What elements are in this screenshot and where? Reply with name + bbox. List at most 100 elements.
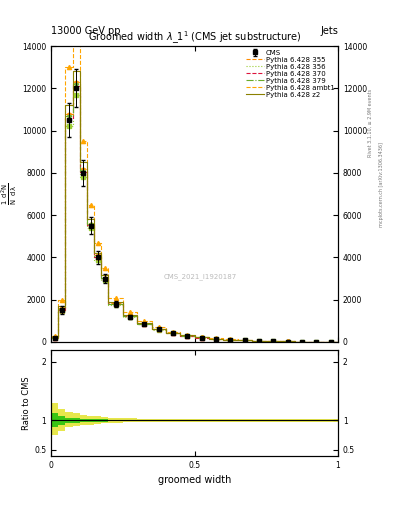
Pythia 6.428 356 (106, 276, 111, 283)
Pythia 6.428 355 (84, 221, 89, 227)
Pythia 6.428 379 (221, 336, 226, 342)
Pythia 6.428 356 (56, 308, 61, 314)
Pythia 6.428 370 (106, 301, 111, 307)
Pythia 6.428 ambt1 (207, 334, 211, 340)
Pythia 6.428 ambt1 (63, 296, 68, 303)
Pythia 6.428 355 (250, 338, 254, 344)
Pythia 6.428 370 (336, 339, 340, 345)
Pythia 6.428 355 (278, 338, 283, 344)
Pythia 6.428 370 (135, 313, 140, 319)
Line: Pythia 6.428 ambt1: Pythia 6.428 ambt1 (51, 35, 338, 342)
Pythia 6.428 z2 (63, 102, 68, 109)
Pythia 6.428 z2 (70, 102, 75, 109)
Pythia 6.428 355 (163, 326, 168, 332)
Pythia 6.428 356 (77, 174, 82, 180)
Pythia 6.428 355 (77, 165, 82, 172)
Pythia 6.428 z2 (135, 320, 140, 326)
Pythia 6.428 355 (106, 274, 111, 281)
Pythia 6.428 379 (77, 168, 82, 174)
Pythia 6.428 370 (92, 222, 97, 228)
Pythia 6.428 ambt1 (278, 338, 283, 345)
Pythia 6.428 ambt1 (264, 338, 269, 344)
Pythia 6.428 z2 (99, 272, 104, 279)
Pythia 6.428 355 (63, 111, 68, 117)
Pythia 6.428 ambt1 (278, 338, 283, 344)
Pythia 6.428 355 (149, 326, 154, 332)
Pythia 6.428 379 (56, 306, 61, 312)
Pythia 6.428 370 (120, 313, 125, 319)
Pythia 6.428 370 (63, 307, 68, 313)
Pythia 6.428 356 (135, 314, 140, 320)
Pythia 6.428 355 (178, 332, 183, 338)
Pythia 6.428 ambt1 (70, 32, 75, 38)
Pythia 6.428 379 (178, 332, 183, 338)
Pythia 6.428 379 (321, 339, 326, 345)
Pythia 6.428 z2 (321, 339, 326, 345)
Pythia 6.428 370 (235, 337, 240, 344)
Pythia 6.428 379 (307, 339, 312, 345)
Pythia 6.428 356 (250, 338, 254, 344)
Pythia 6.428 356 (321, 339, 326, 345)
Pythia 6.428 355 (77, 79, 82, 85)
Pythia 6.428 z2 (149, 326, 154, 332)
Pythia 6.428 ambt1 (99, 240, 104, 246)
Pythia 6.428 370 (192, 332, 197, 338)
Pythia 6.428 ambt1 (192, 334, 197, 340)
Pythia 6.428 z2 (149, 320, 154, 326)
Pythia 6.428 370 (106, 275, 111, 282)
Pythia 6.428 355 (321, 339, 326, 345)
Pythia 6.428 ambt1 (149, 318, 154, 324)
Pythia 6.428 ambt1 (250, 337, 254, 343)
Pythia 6.428 z2 (235, 337, 240, 344)
Pythia 6.428 356 (49, 335, 53, 341)
Text: mcplots.cern.ch [arXiv:1306.3436]: mcplots.cern.ch [arXiv:1306.3436] (379, 142, 384, 227)
Pythia 6.428 370 (56, 334, 61, 340)
Pythia 6.428 370 (163, 330, 168, 336)
Pythia 6.428 ambt1 (235, 337, 240, 343)
Pythia 6.428 379 (106, 301, 111, 307)
Legend: CMS, Pythia 6.428 355, Pythia 6.428 356, Pythia 6.428 370, Pythia 6.428 379, Pyt: CMS, Pythia 6.428 355, Pythia 6.428 356,… (245, 48, 336, 99)
Pythia 6.428 379 (192, 334, 197, 340)
Pythia 6.428 356 (149, 327, 154, 333)
Pythia 6.428 355 (192, 334, 197, 340)
Pythia 6.428 355 (221, 336, 226, 342)
Pythia 6.428 z2 (84, 159, 89, 165)
Pythia 6.428 ambt1 (56, 296, 61, 303)
Pythia 6.428 z2 (278, 338, 283, 345)
Pythia 6.428 379 (321, 339, 326, 345)
Text: Rivet 3.1.10, ≥ 2.9M events: Rivet 3.1.10, ≥ 2.9M events (367, 89, 373, 157)
Pythia 6.428 356 (221, 336, 226, 342)
Pythia 6.428 370 (120, 301, 125, 307)
Pythia 6.428 355 (70, 79, 75, 85)
Pythia 6.428 379 (278, 338, 283, 345)
Pythia 6.428 z2 (70, 69, 75, 75)
Pythia 6.428 ambt1 (70, 64, 75, 70)
Text: CMS_2021_I1920187: CMS_2021_I1920187 (163, 273, 237, 280)
Pythia 6.428 379 (250, 338, 254, 344)
Pythia 6.428 370 (70, 83, 75, 89)
Pythia 6.428 379 (92, 221, 97, 227)
Pythia 6.428 356 (307, 339, 312, 345)
Pythia 6.428 z2 (292, 338, 298, 345)
Pythia 6.428 370 (264, 338, 269, 344)
Pythia 6.428 ambt1 (307, 338, 312, 345)
Pythia 6.428 379 (149, 321, 154, 327)
Pythia 6.428 379 (120, 313, 125, 319)
Pythia 6.428 379 (106, 275, 111, 281)
Pythia 6.428 z2 (264, 338, 269, 344)
X-axis label: groomed width: groomed width (158, 475, 231, 485)
Title: Groomed width $\lambda\_1^1$ (CMS jet substructure): Groomed width $\lambda\_1^1$ (CMS jet su… (88, 30, 301, 46)
Pythia 6.428 356 (70, 92, 75, 98)
Pythia 6.428 356 (250, 337, 254, 344)
Pythia 6.428 370 (49, 334, 53, 340)
Pythia 6.428 370 (292, 338, 298, 345)
Pythia 6.428 z2 (99, 250, 104, 257)
Pythia 6.428 ambt1 (106, 294, 111, 301)
Pythia 6.428 370 (278, 338, 283, 345)
Pythia 6.428 356 (70, 123, 75, 130)
Pythia 6.428 z2 (84, 216, 89, 222)
Pythia 6.428 379 (49, 334, 53, 340)
Pythia 6.428 z2 (120, 312, 125, 318)
Pythia 6.428 370 (321, 339, 326, 345)
Pythia 6.428 379 (235, 337, 240, 344)
